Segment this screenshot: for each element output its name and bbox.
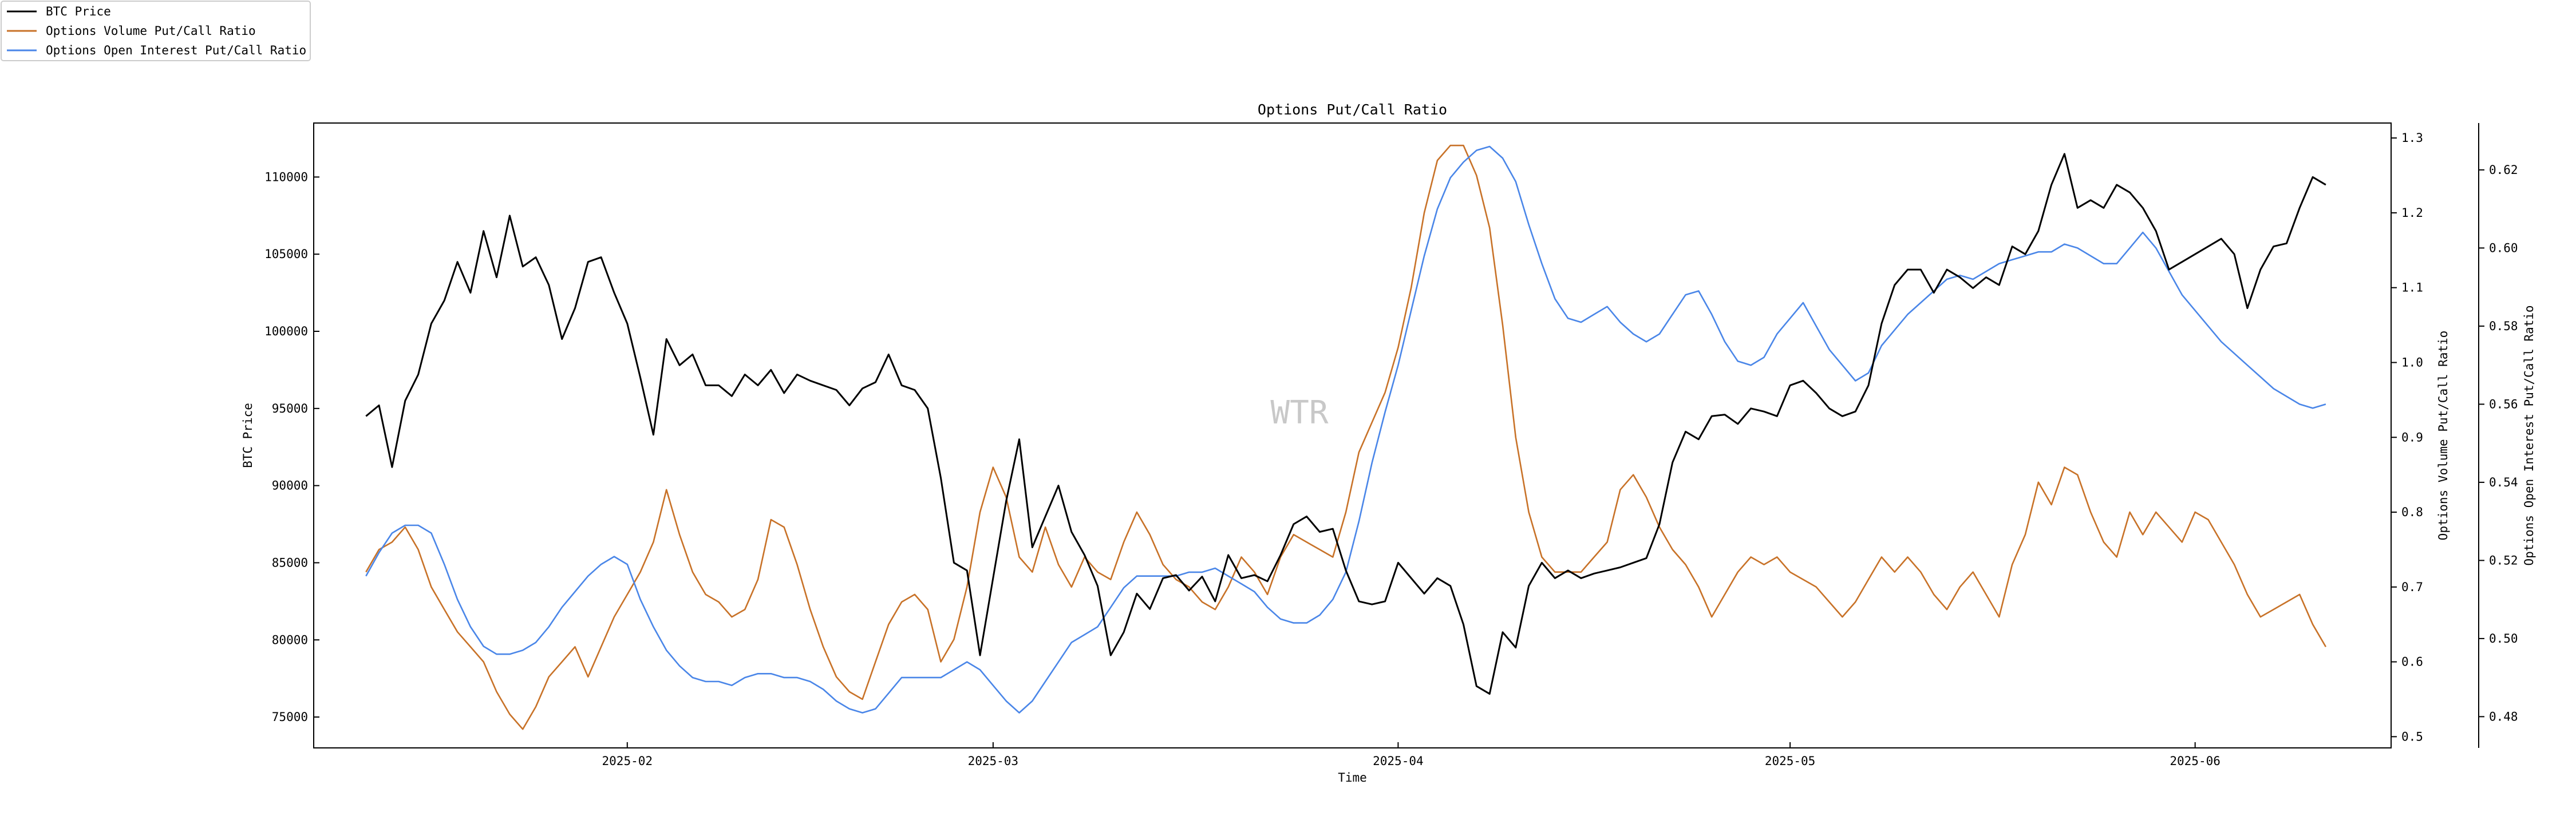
y-axis-label-volume-ratio: Options Volume Put/Call Ratio — [2436, 331, 2450, 541]
y-right1-tick-label: 0.9 — [2401, 430, 2423, 444]
x-axis-label: Time — [1338, 771, 1367, 785]
y-right1-tick-label: 1.1 — [2401, 281, 2423, 295]
y-left-tick-label: 105000 — [264, 247, 308, 261]
y-axis-label-open-interest-ratio: Options Open Interest Put/Call Ratio — [2522, 305, 2536, 565]
y-right2-tick-label: 0.52 — [2489, 553, 2518, 567]
y-right2-tick-label: 0.58 — [2489, 319, 2518, 333]
y-right2-tick-label: 0.50 — [2489, 632, 2518, 645]
x-tick-label: 2025-04 — [1373, 754, 1424, 768]
y-right2-tick-label: 0.48 — [2489, 710, 2518, 723]
chart-legend: BTC Price Options Volume Put/Call Ratio Op… — [1, 1, 311, 61]
y-right2-tick-label: 0.56 — [2489, 397, 2518, 411]
y-left-tick-label: 85000 — [272, 556, 308, 569]
x-tick-label: 2025-03 — [968, 754, 1019, 768]
legend-label: Options Open Interest Put/Call Ratio — [46, 43, 306, 57]
y-right2-tick-label: 0.54 — [2489, 476, 2518, 489]
plot-frame — [313, 122, 2479, 748]
y-right1-tick-label: 0.7 — [2401, 580, 2423, 594]
y-left-tick-label: 100000 — [264, 324, 308, 338]
y-right1-tick-label: 1.0 — [2401, 355, 2423, 369]
x-tick-label: 2025-02 — [602, 754, 653, 768]
y-right2-tick-label: 0.60 — [2489, 241, 2518, 255]
y-right1-tick-label: 1.3 — [2401, 131, 2423, 145]
legend-label: BTC Price — [46, 5, 111, 18]
chart-title: Options Put/Call Ratio — [1258, 101, 1447, 118]
y-left-tick-label: 80000 — [272, 633, 308, 647]
x-tick-label: 2025-05 — [1765, 754, 1816, 768]
y-left-tick-label: 95000 — [272, 402, 308, 415]
y-left-tick-label: 90000 — [272, 479, 308, 493]
y-axis-btc-price: 75000 80000 85000 90000 95000 100000 105000 110… — [264, 170, 319, 724]
y-right1-tick-label: 1.2 — [2401, 206, 2423, 220]
series-line-open-interest-ratio — [365, 145, 2326, 714]
y-right1-tick-label: 0.8 — [2401, 505, 2423, 519]
y-axis-volume-ratio: 0.5 0.6 0.7 0.8 0.9 1.0 1.1 1.2 1.3 — [2391, 131, 2423, 743]
y-right2-tick-label: 0.62 — [2489, 163, 2518, 177]
y-right1-tick-label: 0.6 — [2401, 655, 2423, 669]
y-right1-tick-label: 0.5 — [2401, 730, 2423, 743]
legend-box — [1, 1, 311, 61]
legend-label: Options Volume Put/Call Ratio — [46, 24, 256, 38]
y-left-tick-label: 75000 — [272, 710, 308, 724]
x-tick-label: 2025-06 — [2170, 754, 2221, 768]
series-line-volume-ratio — [365, 144, 2327, 730]
y-left-tick-label: 110000 — [264, 170, 308, 184]
plot-border — [313, 122, 2392, 748]
series-layer — [365, 144, 2327, 730]
series-line-btc-price — [365, 153, 2326, 695]
y-axis-label-btc-price: BTC Price — [241, 403, 255, 468]
watermark: WTR — [1270, 394, 1328, 431]
x-axis: 2025-02 2025-03 2025-04 2025-05 2025-06 — [602, 742, 2221, 768]
y-axis-open-interest-ratio: 0.48 0.50 0.52 0.54 0.56 0.58 0.60 0.62 — [2479, 163, 2518, 723]
